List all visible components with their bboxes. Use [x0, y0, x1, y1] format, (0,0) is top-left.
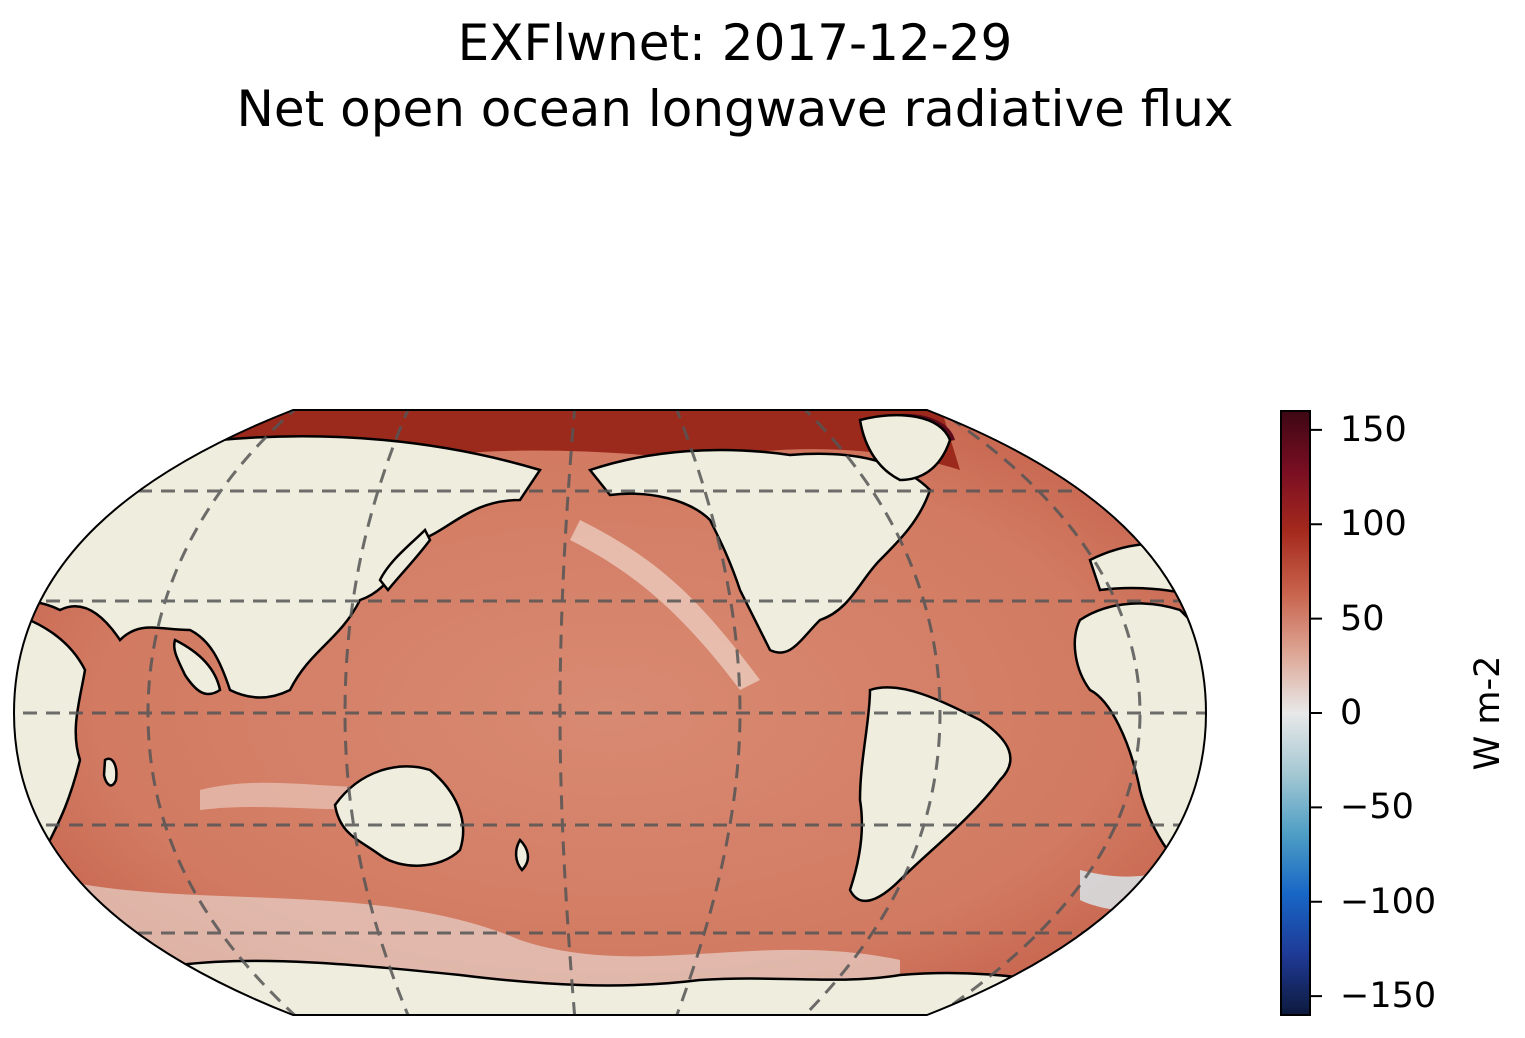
land-new-zealand	[514, 837, 530, 872]
land-india	[173, 638, 222, 696]
land-greenland	[858, 414, 952, 482]
chart-title: EXFlwnet: 2017-12-29	[457, 14, 1013, 72]
high-flux-arctic	[180, 410, 960, 490]
land-north-america	[587, 448, 932, 654]
colorbar-tick-label: −50	[1340, 787, 1414, 828]
land-antarctica	[178, 959, 1062, 1015]
colorbar-tick-label: −150	[1340, 976, 1437, 1017]
meridian-line	[673, 410, 742, 1015]
land-japan	[378, 527, 432, 593]
colorbar-ticks	[1310, 428, 1322, 998]
land-madagascar	[102, 757, 118, 787]
low-flux-streak	[570, 520, 760, 690]
land-south-america	[848, 686, 1012, 902]
chart-subtitle: Net open ocean longwave radiative flux	[236, 80, 1234, 138]
colorbar-tick-label: 100	[1340, 504, 1407, 545]
graticule	[14, 410, 1206, 1015]
colorbar-fill	[1280, 410, 1311, 1016]
colorbar-tick-label: 0	[1340, 693, 1363, 733]
meridian-line	[146, 410, 302, 1015]
colorbar-tick-label: 150	[1340, 409, 1407, 450]
meridian-line	[798, 410, 942, 1015]
land-eurasia	[14, 435, 542, 699]
colorbar-tick-label: −100	[1340, 881, 1437, 922]
meridian-line	[558, 410, 577, 1015]
land-australia	[333, 765, 465, 867]
land-africa-east	[1073, 602, 1206, 882]
map-plot-area	[14, 410, 1206, 1015]
colorbar-label: W m-2	[1468, 655, 1508, 771]
map-border	[12, 409, 1208, 1016]
colorbar-tick-label: 50	[1340, 598, 1385, 639]
meridian-line	[343, 410, 412, 1015]
meridian-line	[929, 410, 1142, 1015]
